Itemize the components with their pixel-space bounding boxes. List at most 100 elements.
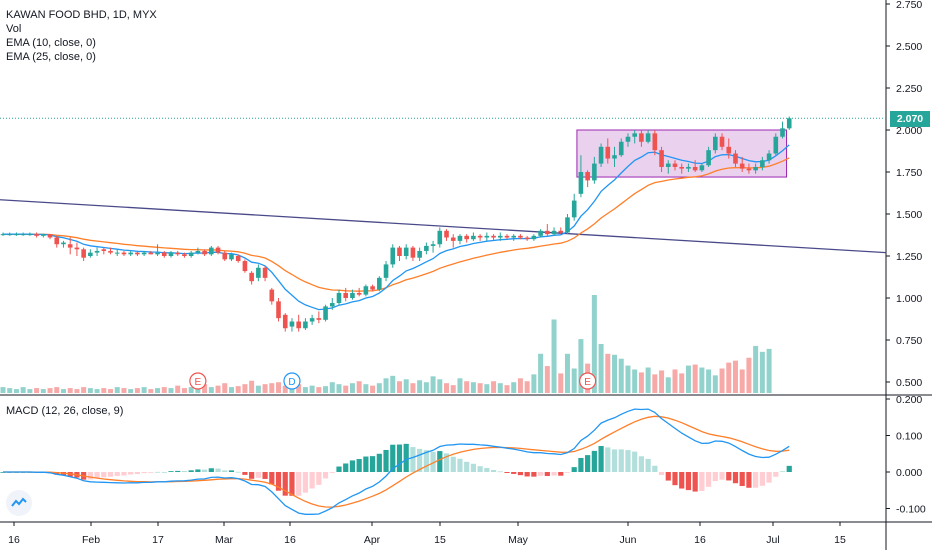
candle-body <box>692 166 698 171</box>
volume-bar <box>242 384 248 393</box>
candle-body <box>672 163 678 167</box>
candle-body <box>545 230 550 235</box>
candle-body <box>108 250 113 253</box>
macd-histogram-bar <box>121 472 127 476</box>
candle-body <box>403 247 409 256</box>
candle-body <box>699 165 705 171</box>
volume-bar <box>396 381 402 393</box>
price-tick-label: 0.750 <box>896 335 922 347</box>
volume-bar <box>40 389 46 393</box>
candle-body <box>88 252 93 256</box>
volume-bar <box>712 375 718 393</box>
volume-bar <box>645 367 651 393</box>
macd-line <box>3 408 790 515</box>
volume-bar <box>276 382 282 393</box>
volume-bar <box>699 367 705 393</box>
candle-body <box>47 234 53 238</box>
volume-bar <box>7 388 13 393</box>
macd-histogram-bar <box>396 444 403 472</box>
volume-bar <box>329 382 335 393</box>
macd-histogram-bar <box>222 470 228 472</box>
macd-histogram-bar <box>370 456 376 472</box>
candle-body <box>605 146 611 159</box>
macd-histogram-bar <box>0 472 6 473</box>
candle-body <box>733 153 738 164</box>
macd-histogram-bar <box>309 472 315 489</box>
macd-histogram-bar <box>531 472 537 477</box>
volume-bar <box>114 387 120 393</box>
volume-bar <box>383 378 389 393</box>
volume-bar <box>524 381 530 393</box>
candle-body <box>491 235 496 238</box>
candle-body <box>262 267 268 278</box>
candle-body <box>54 237 60 245</box>
candle-body <box>168 252 174 256</box>
macd-histogram-bar <box>632 451 638 472</box>
volume-bar <box>652 374 658 393</box>
macd-histogram-bar <box>773 472 779 477</box>
time-tick-label: Jun <box>620 534 637 546</box>
price-tick-label: 2.000 <box>896 125 922 137</box>
candle-body <box>256 267 261 278</box>
candle-body <box>625 136 631 142</box>
volume-bar <box>759 351 765 393</box>
macd-histogram-bar <box>524 472 530 477</box>
macd-histogram-bar <box>255 472 261 478</box>
volume-bar <box>766 348 772 393</box>
macd-histogram-bar <box>692 472 698 492</box>
volume-bar <box>81 387 87 393</box>
volume-bar <box>558 373 564 393</box>
time-tick-label: 16 <box>284 534 296 546</box>
volume-bar <box>692 364 698 393</box>
macd-tick-label: 0.200 <box>896 394 922 406</box>
volume-bar <box>47 388 53 393</box>
volume-bar <box>477 383 483 393</box>
candle-body <box>639 133 644 142</box>
candle-body <box>679 166 685 169</box>
candle-body <box>477 235 483 238</box>
volume-bar <box>497 383 503 393</box>
candle-body <box>726 146 732 154</box>
volume-bar <box>470 382 476 393</box>
volume-bar <box>87 388 93 393</box>
macd-histogram-bar <box>161 471 167 473</box>
candle-body <box>135 252 140 255</box>
macd-histogram-bar <box>329 472 335 473</box>
candle-body <box>430 244 436 246</box>
volume-bar <box>363 384 369 393</box>
volume-bar <box>282 385 288 393</box>
volume-bar <box>632 369 638 393</box>
tradingview-logo-icon[interactable] <box>6 490 32 516</box>
candle-body <box>303 321 308 329</box>
candle-body <box>94 250 100 253</box>
volume-bar <box>370 385 376 393</box>
volume-bar <box>491 381 497 393</box>
macd-histogram-bar <box>235 471 241 473</box>
volume-bar <box>612 354 618 393</box>
time-tick-label: 15 <box>434 534 446 546</box>
volume-bar <box>228 387 234 393</box>
candle-body <box>343 292 349 298</box>
volume-bar <box>659 370 665 393</box>
macd-histogram-bar <box>450 456 456 472</box>
trend-line <box>0 199 887 254</box>
volume-bar <box>517 378 523 393</box>
volume-bar <box>349 383 355 393</box>
macd-histogram-bar <box>208 468 214 472</box>
volume-bar <box>598 344 604 393</box>
macd-histogram-bar <box>645 458 651 472</box>
macd-histogram-bar <box>87 472 93 480</box>
macd-histogram-bar <box>336 466 342 472</box>
volume-bar <box>121 388 127 393</box>
candle-body <box>336 292 342 304</box>
legend-macd: MACD (12, 26, close, 9) <box>6 405 124 417</box>
macd-histogram-bar <box>128 472 134 475</box>
candle-body <box>760 160 765 167</box>
volume-bar <box>504 385 510 393</box>
macd-histogram-bar <box>585 455 591 472</box>
candle-body <box>612 155 617 159</box>
volume-bar <box>410 383 416 393</box>
macd-histogram-bar <box>195 469 201 472</box>
candle-body <box>457 235 463 241</box>
